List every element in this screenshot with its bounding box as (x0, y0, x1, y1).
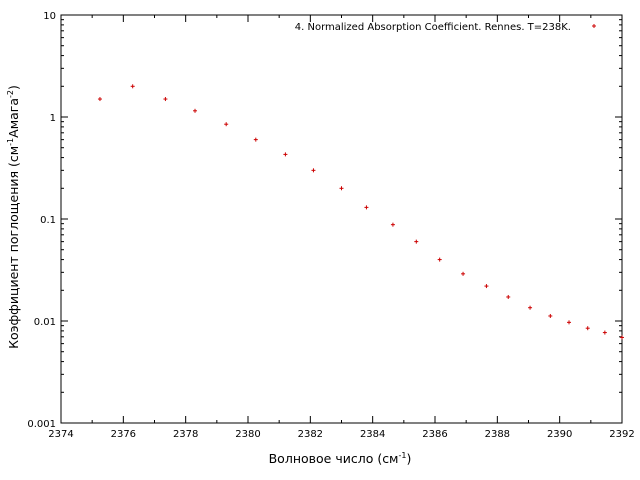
legend-marker (592, 24, 596, 28)
data-point (585, 326, 590, 331)
x-tick-label: 2378 (173, 429, 198, 440)
data-point (97, 97, 102, 102)
data-point (163, 97, 168, 102)
data-point (283, 152, 288, 157)
data-point (193, 108, 198, 113)
y-tick-label: 10 (43, 11, 56, 22)
data-point (528, 305, 533, 310)
data-point (364, 205, 369, 210)
data-point (390, 222, 395, 227)
x-tick-label: 2374 (48, 429, 73, 440)
x-tick-label: 2390 (547, 429, 572, 440)
y-tick-label: 0.1 (40, 215, 56, 226)
x-tick-label: 2386 (422, 429, 447, 440)
x-tick-label: 2384 (360, 429, 385, 440)
data-point (620, 335, 624, 340)
y-tick-label: 0.01 (34, 317, 56, 328)
data-point (253, 137, 258, 142)
x-axis: 2374 2376 2378 2380 2382 2384 2386 2388 2390 2392 (48, 15, 635, 440)
x-tick-label: 2382 (298, 429, 323, 440)
data-point (506, 294, 511, 299)
data-point (339, 186, 344, 191)
x-tick-label: 2376 (111, 429, 136, 440)
data-point (224, 122, 229, 127)
x-axis-label: Волновое число (см-1) (269, 451, 412, 466)
series-points (97, 84, 624, 340)
x-tick-label: 2392 (609, 429, 634, 440)
y-tick-label: 0.001 (27, 419, 56, 430)
y-tick-label: 1 (50, 113, 56, 124)
x-tick-label: 2380 (235, 429, 260, 440)
data-point (567, 320, 572, 325)
x-tick-label: 2388 (485, 429, 510, 440)
y-axis-label: Коэффициент поглощения (см-1Амага-2) (6, 85, 21, 349)
data-point (548, 313, 553, 318)
y-axis: 0.001 0.01 0.1 1 10 (27, 11, 622, 430)
data-point (311, 168, 316, 173)
legend-label: 4. Normalized Absorption Coefficient. Re… (295, 22, 571, 33)
data-point (461, 271, 466, 276)
data-point (414, 239, 419, 244)
data-point (437, 257, 442, 262)
data-point (484, 284, 489, 289)
data-point (602, 330, 607, 335)
plot-area (60, 14, 623, 424)
data-point (130, 84, 135, 89)
